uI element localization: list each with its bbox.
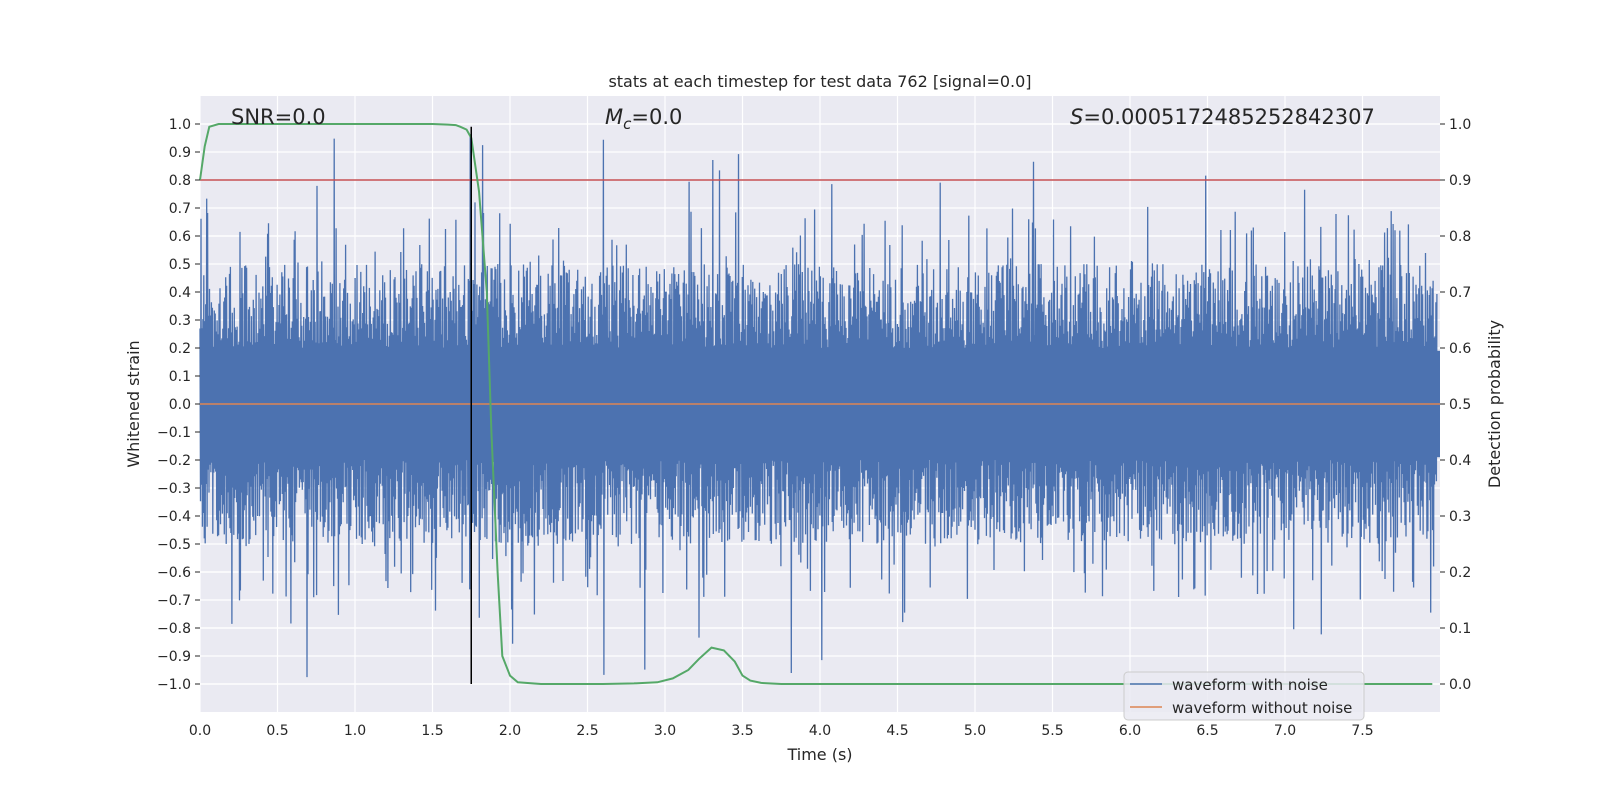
y-tick-label: −0.7 (157, 593, 191, 609)
y2-tick-label: 0.0 (1449, 677, 1471, 693)
chirp-mass-annotation: Mc=0.0 (605, 105, 682, 133)
y2-tick-label: 0.2 (1449, 565, 1471, 581)
y2-tick-label: 0.6 (1449, 341, 1471, 357)
x-tick-label: 3.0 (654, 723, 676, 739)
y2-tick-label: 1.0 (1449, 117, 1471, 133)
y-tick-label: 0.6 (169, 229, 191, 245)
y-tick-label: −0.9 (157, 649, 191, 665)
y-tick-label: 1.0 (169, 117, 191, 133)
y-tick-label: −0.1 (157, 425, 191, 441)
y-tick-label: 0.5 (169, 257, 191, 273)
y-tick-label: −0.5 (157, 537, 191, 553)
y-tick-label: −0.6 (157, 565, 191, 581)
x-tick-label: 4.5 (886, 723, 908, 739)
y2-tick-label: 0.5 (1449, 397, 1471, 413)
x-tick-label: 2.0 (499, 723, 521, 739)
x-tick-label: 3.5 (731, 723, 753, 739)
y-tick-label: 0.2 (169, 341, 191, 357)
score-annotation: S=0.0005172485252842307 (1070, 105, 1375, 129)
x-tick-label: 1.0 (344, 723, 366, 739)
x-tick-label: 0.0 (189, 723, 211, 739)
y-tick-label: 0.4 (169, 285, 191, 301)
y-tick-label: 0.1 (169, 369, 191, 385)
y-tick-label: −0.8 (157, 621, 191, 637)
y-tick-label: −0.4 (157, 509, 191, 525)
x-tick-label: 2.5 (576, 723, 598, 739)
y-tick-label: 0.7 (169, 201, 191, 217)
y-tick-label: −1.0 (157, 677, 191, 693)
x-tick-label: 1.5 (421, 723, 443, 739)
x-tick-label: 6.5 (1196, 723, 1218, 739)
legend-label-noise: waveform with noise (1172, 676, 1328, 694)
x-tick-label: 4.0 (809, 723, 831, 739)
y-tick-label: 0.9 (169, 145, 191, 161)
legend-label-clean: waveform without noise (1172, 699, 1352, 717)
y-tick-label: 0.3 (169, 313, 191, 329)
y-tick-label: 0.0 (169, 397, 191, 413)
y2-tick-label: 0.9 (1449, 173, 1471, 189)
y2-tick-label: 0.3 (1449, 509, 1471, 525)
x-tick-label: 0.5 (266, 723, 288, 739)
x-ticks: 0.0 0.5 1.0 1.5 2.0 2.5 3.0 3.5 4.0 4.5 5.0 5.5 6.0 6… (189, 723, 1374, 739)
x-tick-label: 6.0 (1119, 723, 1141, 739)
detection-probability-line (199, 123, 1433, 685)
chart-title: stats at each timestep for test data 762… (608, 72, 1031, 91)
y-axis-label: Whitened strain (124, 340, 143, 467)
y-tick-label: −0.3 (157, 481, 191, 497)
x-axis-label: Time (s) (786, 745, 852, 764)
x-tick-label: 7.5 (1351, 723, 1373, 739)
x-tick-label: 5.5 (1041, 723, 1063, 739)
y-tick-label: −0.2 (157, 453, 191, 469)
legend: waveform with noise waveform without noi… (1123, 671, 1365, 721)
y2-tick-label: 0.7 (1449, 285, 1471, 301)
y2-tick-label: 0.8 (1449, 229, 1471, 245)
x-tick-label: 5.0 (964, 723, 986, 739)
legend-box (1123, 671, 1365, 721)
y-tick-label: 0.8 (169, 173, 191, 189)
left-y-ticks: 1.0 0.9 0.8 0.7 0.6 0.5 0.4 0.3 0.2 0.1 0.0 −0.1 −0.… (157, 117, 200, 693)
y2-tick-label: 0.1 (1449, 621, 1471, 637)
right-y-ticks: 1.0 0.9 0.8 0.7 0.6 0.5 0.4 0.3 0.2 0.1 0.0 (1440, 117, 1471, 693)
snr-annotation: SNR=0.0 (231, 105, 326, 129)
x-tick-label: 7.0 (1274, 723, 1296, 739)
y2-tick-label: 0.4 (1449, 453, 1471, 469)
y2-axis-label: Detection probability (1485, 320, 1504, 488)
